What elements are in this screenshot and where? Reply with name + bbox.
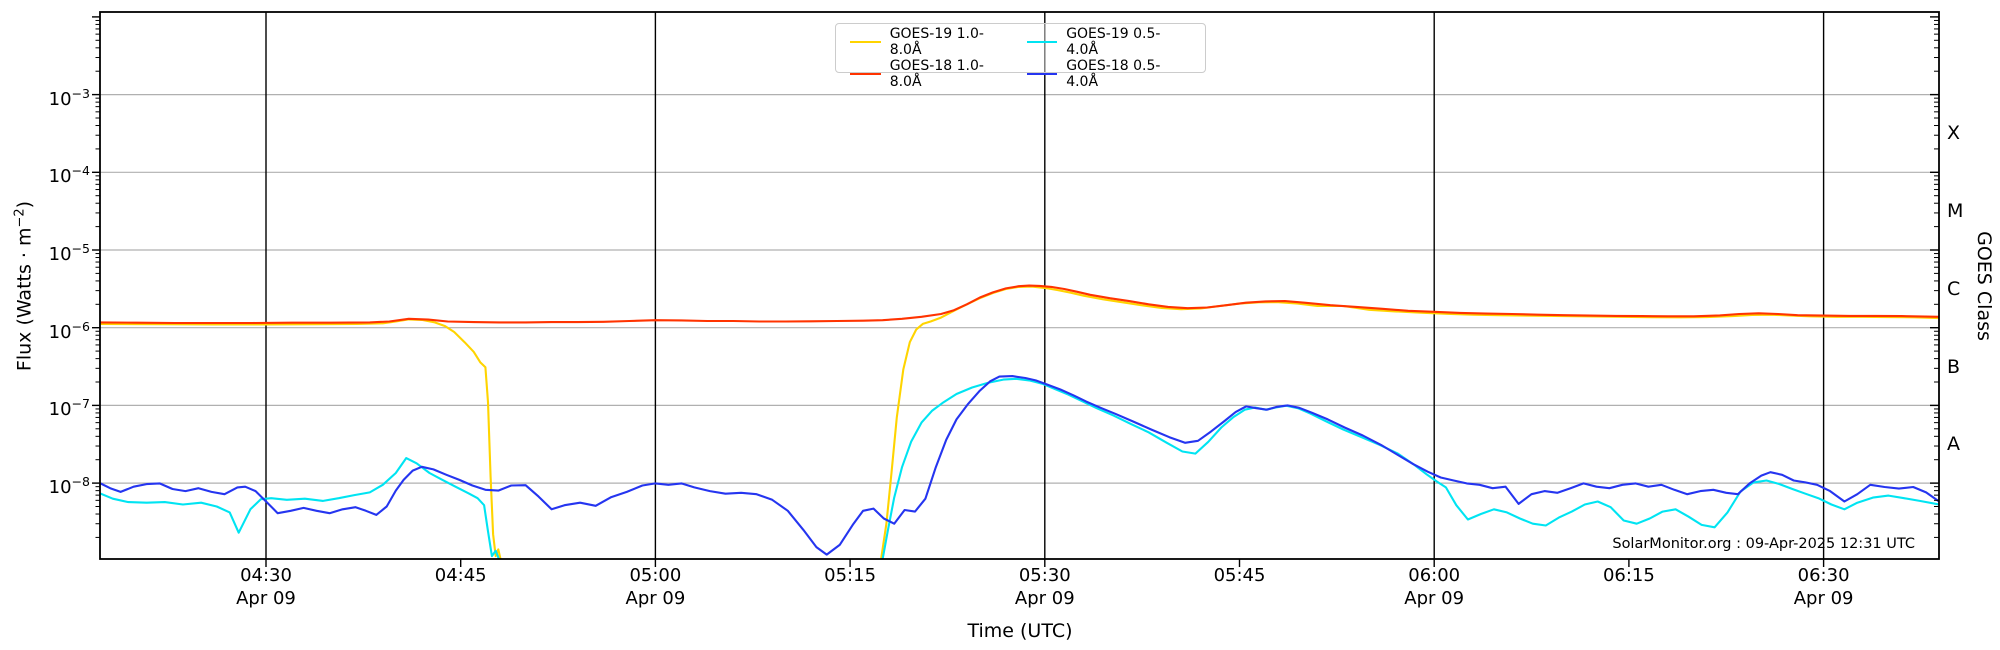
x-tick-date-label: Apr 09	[1014, 588, 1075, 609]
series-line-3	[100, 375, 1939, 556]
legend-item-0: GOES-19 1.0-8.0Å	[844, 26, 1021, 58]
y-axis-label-close: )	[13, 200, 36, 209]
x-tick-date-label: Apr 09	[1793, 588, 1854, 609]
x-tick-label: 04:45	[434, 565, 487, 586]
y-axis-label: Flux (Watts · m−2)	[12, 201, 35, 371]
y-tick-label: 10−4	[48, 163, 90, 188]
y-axis-label-text: Flux (Watts · m	[13, 227, 36, 372]
y-tick-label: 10−7	[48, 396, 90, 421]
legend-label: GOES-19 0.5-4.0Å	[1066, 26, 1161, 58]
legend-item-1: GOES-18 1.0-8.0Å	[844, 58, 1021, 90]
series-line-2	[100, 377, 1939, 559]
x-tick-label: 04:30	[240, 565, 292, 586]
goes-class-label-m: M	[1947, 200, 1964, 223]
legend-item-3: GOES-18 0.5-4.0Å	[1021, 58, 1198, 90]
x-tick-label: 06:00	[1408, 565, 1461, 586]
legend-label: GOES-18 0.5-4.0Å	[1066, 58, 1161, 90]
legend-swatch-icon	[850, 73, 881, 75]
x-tick-label: 05:30	[1018, 565, 1071, 586]
y-tick-label: 10−3	[48, 85, 90, 110]
plot-border	[99, 11, 1940, 560]
series-line-1	[100, 284, 1939, 325]
legend-label: GOES-18 1.0-8.0Å	[889, 58, 984, 90]
y-tick-label: 10−6	[48, 318, 90, 343]
x-tick-date-label: Apr 09	[236, 588, 296, 609]
x-tick-date-label: Apr 09	[1404, 588, 1465, 609]
legend-swatch-icon	[850, 41, 881, 43]
goes-class-label-c: C	[1947, 277, 1961, 300]
x-tick-label: 06:15	[1602, 565, 1655, 586]
goes-class-label-x: X	[1947, 122, 1961, 145]
legend-swatch-icon	[1026, 73, 1058, 75]
x-tick-label: 05:00	[629, 565, 682, 586]
right-axis-label: GOES Class	[1973, 231, 1995, 341]
legend-label: GOES-19 1.0-8.0Å	[889, 26, 984, 58]
legend: GOES-19 1.0-8.0Å GOES-18 1.0-8.0Å GOES-19 …	[835, 23, 1206, 90]
x-tick-label: 06:30	[1797, 565, 1850, 586]
x-axis-label: Time (UTC)	[967, 620, 1073, 642]
x-tick-date-label: Apr 09	[625, 588, 686, 609]
goes-class-label-a: A	[1947, 433, 1960, 456]
x-tick-label: 05:15	[824, 565, 877, 586]
solarmonitor-annotation: SolarMonitor.org : 09-Apr-2025 12:31 UTC	[1612, 536, 1915, 552]
goes-class-label-b: B	[1947, 355, 1961, 378]
y-tick-label: 10−5	[48, 241, 90, 265]
y-axis-label-sup: −2	[12, 208, 28, 228]
legend-item-2: GOES-19 0.5-4.0Å	[1021, 26, 1198, 58]
x-tick-label: 05:45	[1213, 565, 1266, 586]
y-tick-label: 10−8	[48, 474, 90, 499]
legend-swatch-icon	[1026, 41, 1058, 43]
